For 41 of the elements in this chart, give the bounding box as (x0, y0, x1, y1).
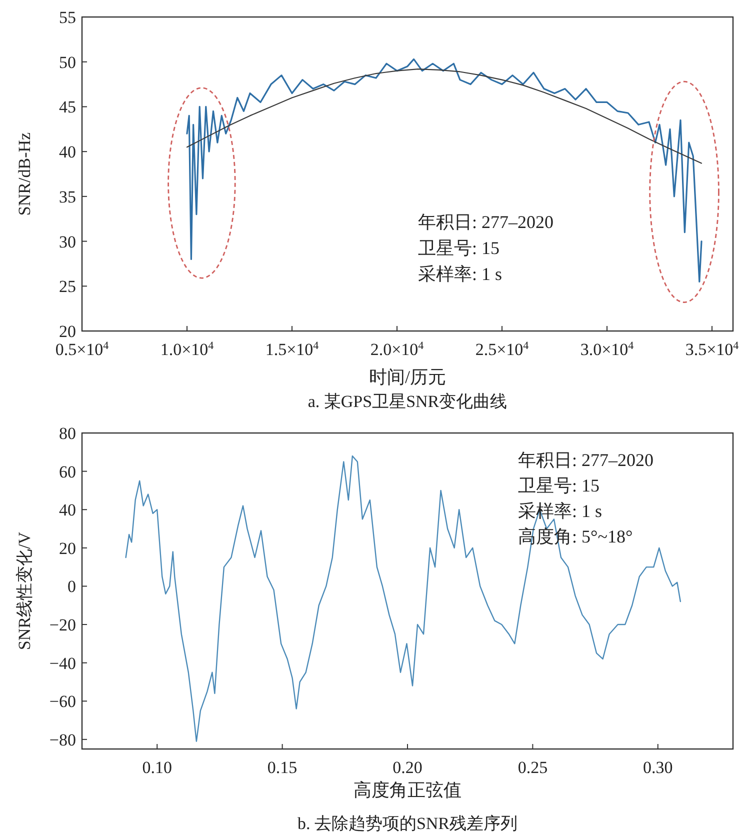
y-tick-label: −80 (49, 730, 76, 750)
y-tick-label: 20 (59, 538, 76, 558)
y-tick-label: 25 (59, 277, 76, 296)
annotation: 采样率: 1 s (518, 501, 602, 521)
y-tick-label: 40 (59, 500, 76, 520)
x-tick-label: 0.15 (267, 758, 298, 777)
y-axis-title: SNR线性变化/V (15, 531, 34, 650)
x-axis-title: 高度角正弦值 (354, 780, 462, 800)
x-tick-label: 2.0×10$^{4}$ (370, 340, 424, 359)
y-tick-label: 30 (59, 232, 76, 252)
annotation: 卫星号: 15 (518, 476, 600, 496)
annotation: 年积日: 277–2020 (418, 212, 554, 232)
x-tick-label: 0.25 (518, 758, 548, 777)
y-tick-label: 35 (59, 187, 76, 206)
x-tick-label: 3.0×10$^{4}$ (580, 340, 634, 359)
y-tick-label: 40 (59, 142, 76, 162)
x-tick-label: 0.10 (142, 758, 172, 777)
y-tick-label: 20 (59, 322, 76, 341)
annotation: 采样率: 1 s (418, 264, 502, 284)
x-tick-label: 2.5×10$^{4}$ (475, 340, 530, 359)
y-tick-label: 45 (59, 98, 76, 117)
y-axis-title: SNR/dB-Hz (15, 132, 34, 216)
x-axis-title: 时间/历元 (368, 367, 446, 387)
y-tick-label: 60 (59, 462, 76, 482)
x-tick-label: 1.0×10$^{4}$ (160, 340, 214, 359)
y-tick-label: −20 (49, 616, 76, 635)
annotation: 卫星号: 15 (418, 238, 500, 258)
x-tick-label: 0.30 (643, 758, 673, 777)
text: b. 去除趋势项的SNR残差序列 (297, 814, 518, 833)
x-tick-label: 1.5×10$^{4}$ (265, 340, 320, 359)
y-tick-label: 55 (59, 8, 76, 27)
x-tick-label: 0.20 (392, 758, 422, 777)
text: a. 某GPS卫星SNR变化曲线 (308, 392, 508, 411)
annotation: 年积日: 277–2020 (518, 450, 654, 470)
y-tick-label: 80 (59, 424, 76, 443)
y-tick-label: −40 (49, 654, 76, 673)
y-tick-label: 0 (68, 577, 76, 596)
y-tick-label: −60 (49, 692, 76, 712)
x-tick-label: 3.5×10$^{4}$ (685, 340, 740, 359)
y-tick-label: 50 (59, 52, 76, 72)
x-tick-label: 0.5×10$^{4}$ (55, 340, 110, 359)
